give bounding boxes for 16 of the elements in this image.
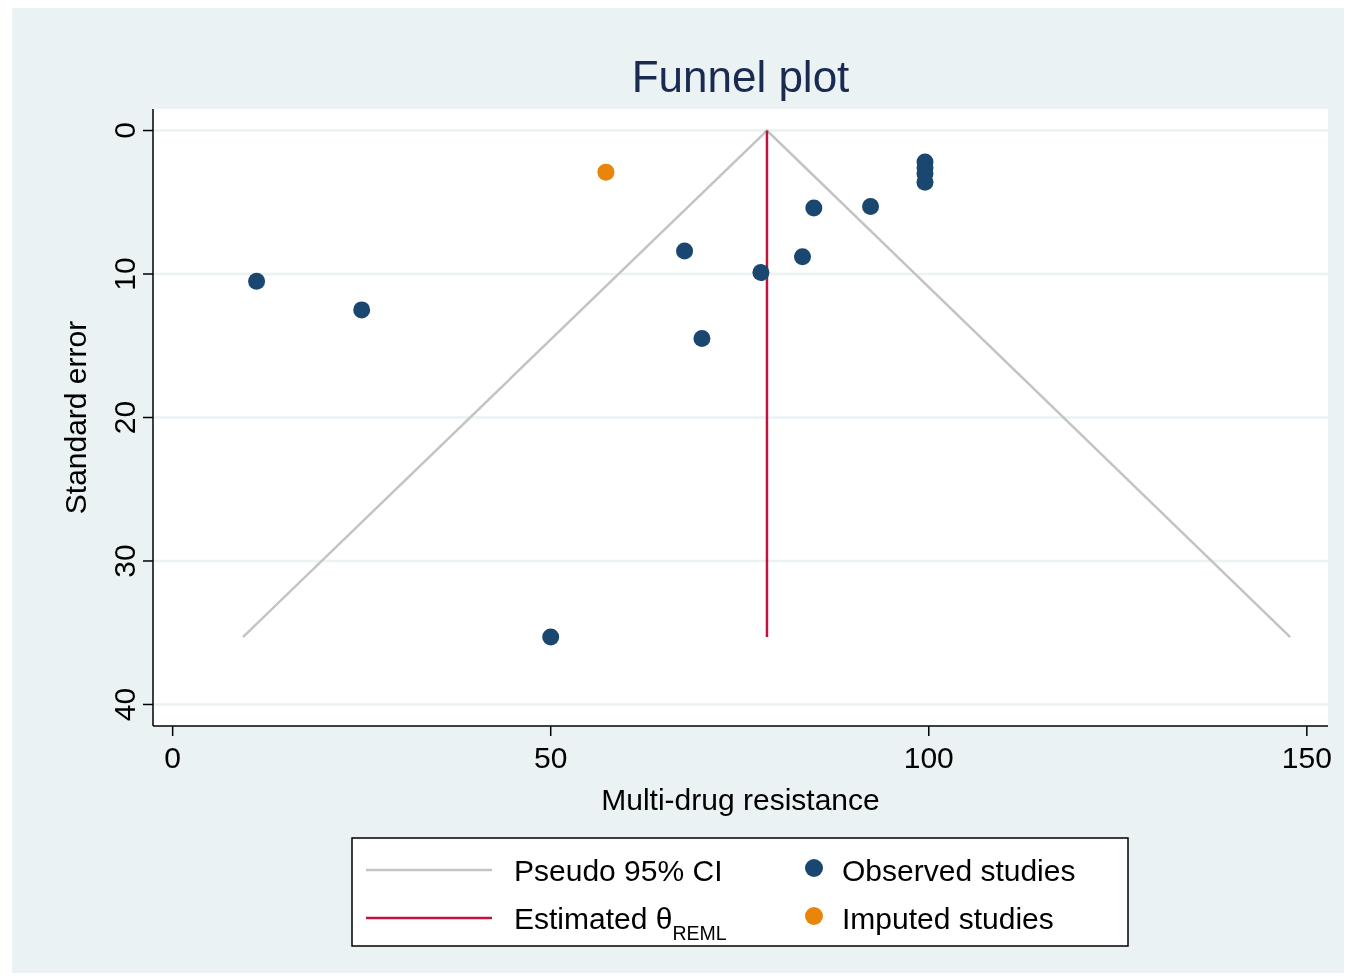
- y-tick-label: 10: [108, 257, 141, 291]
- x-axis-title: Multi-drug resistance: [601, 783, 880, 816]
- y-axis-title: Standard error: [59, 320, 92, 515]
- y-tick-label: 20: [108, 400, 141, 435]
- y-tick-label: 30: [108, 544, 141, 578]
- chart-title: Funnel plot: [631, 52, 850, 101]
- legend-label: Imputed studies: [842, 902, 1054, 935]
- y-tick-label: 0: [108, 122, 141, 139]
- legend-label: Estimated θ$_{REML}$: [514, 902, 727, 944]
- y-tick-label: 40: [108, 687, 141, 722]
- x-tick-label: 150: [1281, 741, 1332, 774]
- legend-label: Pseudo 95% CI: [514, 854, 723, 887]
- x-tick-label: 50: [534, 741, 568, 774]
- legend-label: Observed studies: [842, 854, 1076, 887]
- x-tick-label: 100: [903, 741, 954, 774]
- x-tick-label: 0: [164, 741, 181, 774]
